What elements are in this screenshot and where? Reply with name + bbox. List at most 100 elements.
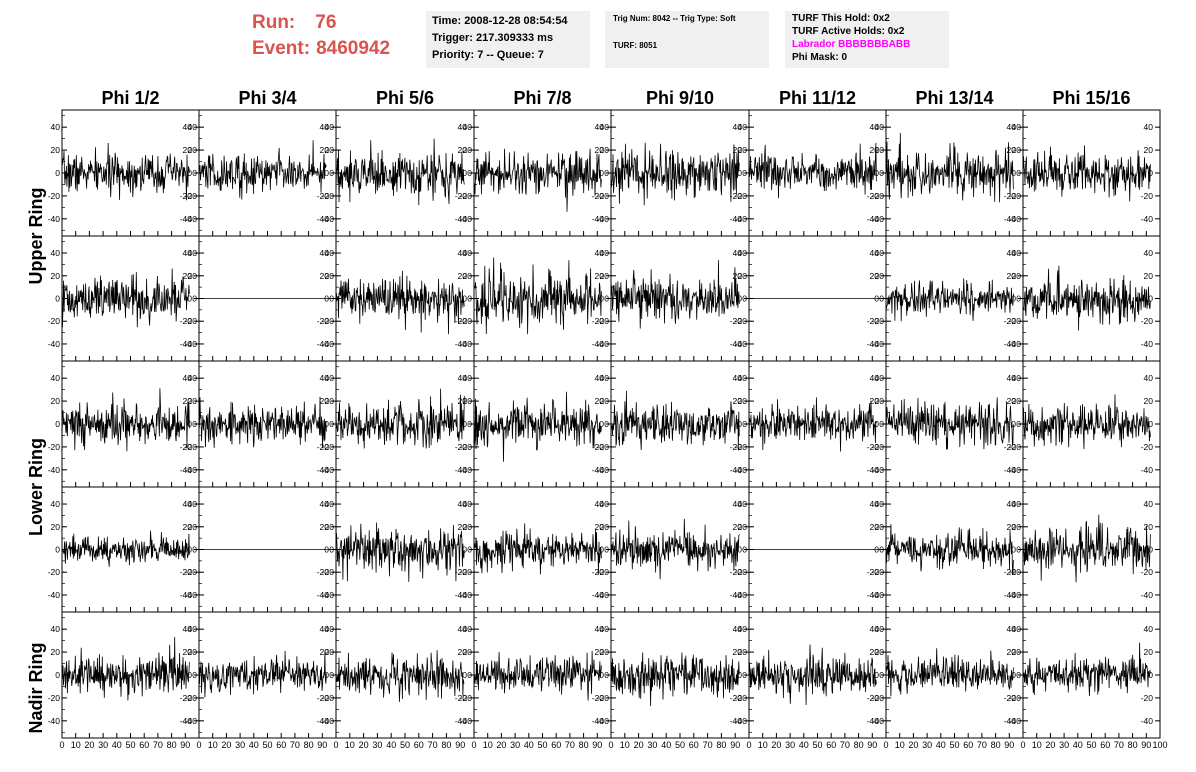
y-tick-label: 40 <box>325 373 335 383</box>
y-tick-label: -40 <box>460 590 473 600</box>
x-tick-label: 10 <box>1032 740 1042 750</box>
y-tick-label: -20 <box>317 693 330 703</box>
y-tick-label: 40 <box>1007 248 1017 258</box>
y-tick-label: -20 <box>180 693 193 703</box>
y-tick-label: 40 <box>1007 499 1017 509</box>
y-tick-label: 40 <box>463 499 473 509</box>
y-tick-label: 40 <box>738 122 748 132</box>
y-tick-label: -40 <box>730 716 743 726</box>
y-tick-label: 20 <box>463 522 473 532</box>
x-tick-label: 20 <box>1045 740 1055 750</box>
y-tick-label: -20 <box>180 316 193 326</box>
y-tick-label: -20 <box>872 567 885 577</box>
y-tick-label: -40 <box>592 590 605 600</box>
y-tick-label: -40 <box>460 716 473 726</box>
y-tick-label: 20 <box>1012 396 1022 406</box>
y-tick-label: 0 <box>1148 294 1153 304</box>
y-tick-label: -20 <box>867 191 880 201</box>
y-tick-label: 40 <box>600 373 610 383</box>
row-label: Upper Ring <box>26 188 46 285</box>
waveform-trace <box>1022 514 1151 583</box>
x-tick-label: 40 <box>799 740 809 750</box>
y-tick-label: 40 <box>1012 248 1022 258</box>
y-tick-label: 0 <box>55 419 60 429</box>
y-tick-label: 40 <box>870 373 880 383</box>
event-value: 8460942 <box>316 38 391 59</box>
y-tick-label: 40 <box>595 122 605 132</box>
y-tick-label: -20 <box>735 567 748 577</box>
y-tick-label: -20 <box>597 316 610 326</box>
y-tick-label: 20 <box>325 145 335 155</box>
x-tick-label: 40 <box>1073 740 1083 750</box>
y-tick-label: -20 <box>460 567 473 577</box>
y-tick-label: 20 <box>463 271 473 281</box>
y-tick-label: -40 <box>730 339 743 349</box>
waveform-trace <box>1022 265 1151 331</box>
y-tick-label: 20 <box>738 396 748 406</box>
column-title: Phi 7/8 <box>513 88 571 108</box>
y-tick-label: 40 <box>600 624 610 634</box>
y-tick-label: 0 <box>742 670 747 680</box>
column-title: Phi 9/10 <box>646 88 714 108</box>
y-tick-label: 40 <box>733 373 743 383</box>
y-tick-label: 20 <box>733 271 743 281</box>
y-tick-label: -40 <box>1009 465 1022 475</box>
y-tick-label: -40 <box>730 465 743 475</box>
turf-num-text: TURF: 8051 <box>613 41 658 50</box>
waveform-trace <box>885 397 1014 450</box>
y-tick-label: -40 <box>730 590 743 600</box>
y-tick-label: 0 <box>187 670 192 680</box>
y-tick-label: 20 <box>458 145 468 155</box>
y-tick-label: -20 <box>48 693 61 703</box>
y-tick-label: -20 <box>1009 567 1022 577</box>
column-title: Phi 11/12 <box>779 88 856 108</box>
x-tick-label: 10 <box>895 740 905 750</box>
y-tick-label: 0 <box>874 168 879 178</box>
y-tick-label: -40 <box>592 339 605 349</box>
y-tick-label: 40 <box>51 373 61 383</box>
y-tick-label: -20 <box>322 567 335 577</box>
y-tick-label: -40 <box>1141 214 1154 224</box>
y-tick-label: 0 <box>462 419 467 429</box>
y-tick-label: 0 <box>192 168 197 178</box>
y-tick-label: 20 <box>320 522 330 532</box>
y-tick-label: 20 <box>183 522 193 532</box>
x-tick-label: 10 <box>758 740 768 750</box>
y-tick-label: 20 <box>595 522 605 532</box>
y-tick-label: 0 <box>604 545 609 555</box>
y-tick-label: 40 <box>875 122 885 132</box>
y-tick-label: 0 <box>467 670 472 680</box>
y-tick-label: -20 <box>1009 191 1022 201</box>
waveform-trace <box>61 636 190 701</box>
y-tick-label: -20 <box>317 191 330 201</box>
y-tick-label: 0 <box>737 545 742 555</box>
y-tick-label: 40 <box>875 248 885 258</box>
waveform-trace <box>335 138 465 206</box>
y-tick-label: -20 <box>592 316 605 326</box>
y-tick-label: 20 <box>51 647 61 657</box>
trigger-text: Trigger: 217.309333 ms <box>432 32 554 44</box>
y-tick-label: -40 <box>48 465 61 475</box>
y-tick-label: 40 <box>595 373 605 383</box>
x-tick-label: 80 <box>1128 740 1138 750</box>
y-tick-label: 40 <box>325 624 335 634</box>
x-tick-label: 60 <box>414 740 424 750</box>
y-tick-label: 40 <box>870 499 880 509</box>
y-tick-label: 40 <box>320 248 330 258</box>
y-tick-label: 40 <box>183 373 193 383</box>
y-tick-label: -40 <box>597 214 610 224</box>
y-tick-label: 20 <box>1007 271 1017 281</box>
waveform-trace <box>610 260 740 329</box>
y-tick-label: -20 <box>1141 567 1154 577</box>
y-tick-label: 40 <box>188 624 198 634</box>
y-tick-label: -20 <box>735 442 748 452</box>
waveform-trace <box>198 650 327 698</box>
